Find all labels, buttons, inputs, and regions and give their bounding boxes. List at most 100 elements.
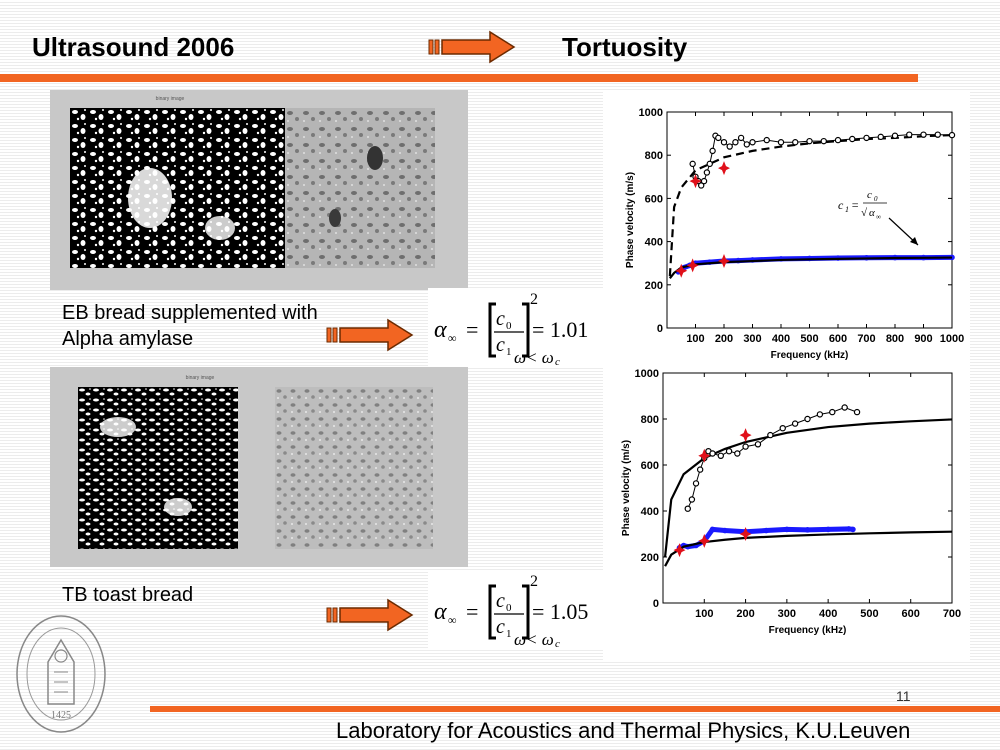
data-point-blue — [709, 526, 716, 533]
data-point-circle — [877, 133, 884, 141]
x-tick-label: 400 — [819, 608, 837, 620]
data-point-star — [686, 258, 699, 273]
data-point-circle — [806, 137, 813, 145]
y-tick-label: 1000 — [639, 107, 663, 119]
data-point-circle — [891, 132, 899, 139]
svg-text:1: 1 — [506, 346, 512, 358]
svg-text:α: α — [869, 207, 875, 219]
data-point-circle — [749, 139, 756, 146]
formula-alpha-sub: ∞ — [448, 331, 457, 345]
data-point-circle — [804, 415, 811, 423]
data-point-circle — [829, 408, 836, 416]
y-tick-label: 400 — [641, 506, 659, 518]
data-point-circle — [742, 443, 749, 450]
data-point-circle — [849, 135, 856, 143]
data-point-circle — [863, 134, 870, 142]
data-point-circle — [700, 177, 708, 185]
footer-rule — [150, 706, 1000, 712]
data-point-circle — [726, 143, 733, 150]
slide-title-right: Tortuosity — [562, 32, 688, 62]
data-point-circle — [717, 452, 725, 460]
svg-text:∞: ∞ — [448, 613, 457, 627]
data-point-circle — [743, 141, 750, 148]
data-point-circle — [791, 420, 799, 427]
data-point-circle — [706, 160, 713, 168]
data-point-circle — [697, 182, 705, 189]
svg-text:c: c — [496, 616, 505, 638]
formula-value: = 1.01 — [532, 317, 588, 342]
plots-area: 0 200 400 600 800 1000 100 200 300 400 500 600 700 80… — [603, 92, 970, 662]
svg-text:ω< ω: ω< ω — [514, 348, 554, 366]
data-point-star — [673, 543, 686, 558]
data-point-circle — [948, 131, 956, 139]
data-point-star — [718, 254, 730, 269]
phase-velocity-chart-tb: 0 200 400 600 800 1000 100 200 300 400 500 600 700 Fr… — [621, 368, 961, 636]
data-point-circle — [906, 131, 913, 138]
y-tick-label: 200 — [641, 552, 659, 564]
data-point-circle — [734, 450, 741, 457]
y-tick-label: 600 — [645, 193, 663, 205]
svg-text:c: c — [555, 638, 560, 648]
page-number: 11 — [896, 688, 911, 704]
title-rule — [0, 74, 918, 82]
x-tick-label: 500 — [860, 608, 878, 620]
svg-text:√: √ — [861, 207, 868, 219]
data-point-blue — [804, 527, 811, 533]
x-tick-label: 700 — [857, 333, 875, 345]
data-point-circle — [820, 137, 827, 145]
svg-text:2: 2 — [530, 573, 538, 590]
binary-image-caption: binary image — [155, 96, 185, 102]
data-point-circle — [834, 136, 842, 144]
gray-image-tb — [275, 387, 433, 549]
data-point-circle — [692, 480, 700, 487]
tortuosity-formula-tb: α ∞ = c 0 c 1 2 = 1.05 ω< ω c — [428, 570, 606, 648]
data-point-circle — [754, 441, 762, 448]
data-point-star — [739, 527, 752, 541]
x-tick-label: 800 — [886, 333, 904, 345]
data-point-circle — [688, 496, 696, 503]
data-point-blue — [763, 527, 770, 534]
data-point-circle — [689, 160, 696, 168]
data-point-blue — [825, 526, 831, 533]
formula-alpha: α — [434, 317, 447, 343]
bread-image-panel-tb: binary image — [50, 367, 468, 567]
data-point-blue — [949, 254, 955, 261]
data-point-circle — [816, 411, 824, 418]
data-point-circle — [732, 139, 739, 146]
data-point-circle — [725, 447, 733, 455]
y-tick-label: 200 — [645, 280, 663, 292]
svg-text:0: 0 — [506, 320, 512, 332]
x-tick-label: 1000 — [940, 333, 964, 345]
data-point-circle — [684, 505, 691, 512]
x-tick-label: 200 — [736, 608, 754, 620]
caption-eb-line2: Alpha amylase — [62, 328, 194, 350]
data-point-circle — [703, 169, 711, 176]
x-tick-label: 300 — [778, 608, 796, 620]
x-tick-label: 300 — [743, 333, 761, 345]
svg-text:1425: 1425 — [51, 710, 71, 721]
svg-text:=: = — [851, 198, 859, 212]
data-point-circle — [920, 131, 927, 138]
y-tick-label: 1000 — [635, 368, 659, 380]
caption-eb: EB bread supplemented with Alpha amylase — [62, 300, 318, 352]
svg-text:ω< ω: ω< ω — [514, 630, 554, 648]
y-tick-label: 800 — [645, 150, 663, 162]
x-tick-label: 900 — [914, 333, 932, 345]
data-point-circle — [853, 408, 861, 416]
plot-frame — [662, 372, 953, 604]
data-point-circle — [696, 466, 704, 473]
bread-image-panel-eb: binary image — [50, 90, 468, 290]
orange-arrow-icon — [326, 318, 414, 352]
data-point-blue — [850, 526, 856, 533]
y-tick-label: 400 — [645, 237, 663, 249]
formula-num: c — [496, 308, 505, 330]
svg-text:= 1.05: = 1.05 — [532, 599, 588, 624]
y-tick-label: 0 — [657, 323, 663, 335]
svg-text:c: c — [867, 189, 872, 201]
caption-eb-line1: EB bread supplemented with — [62, 302, 318, 324]
data-point-circle — [779, 425, 786, 432]
data-point-blue — [784, 526, 790, 533]
caption-tb: TB toast bread — [62, 584, 194, 606]
data-point-circle — [934, 131, 941, 138]
slide-title-left: Ultrasound 2006 — [32, 32, 235, 62]
